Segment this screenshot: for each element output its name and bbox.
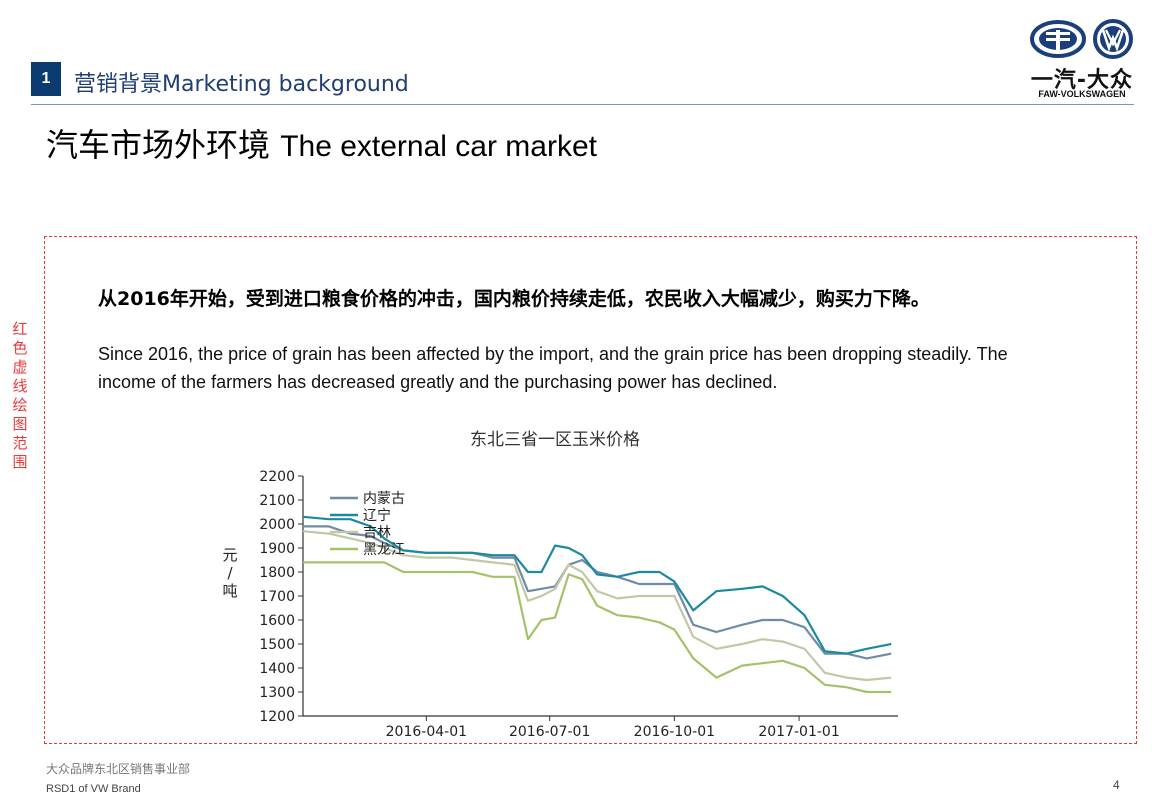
side-note: 红色虚线绘图范围 bbox=[12, 320, 28, 471]
y-axis-label-char: 吨 bbox=[222, 582, 237, 600]
chart-title: 东北三省一区玉米价格 bbox=[470, 430, 640, 450]
logo-text-chinese: 一汽-大众 bbox=[1030, 68, 1134, 93]
y-tick-label: 2200 bbox=[259, 469, 295, 485]
series-line-黑龙江 bbox=[303, 561, 892, 694]
legend-label: 吉林 bbox=[363, 525, 391, 541]
x-tick-label: 2016-04-01 bbox=[386, 724, 467, 740]
logo-text-english: FAW-VOLKSWAGEN bbox=[1038, 89, 1126, 99]
faw-vw-logo bbox=[1030, 19, 1133, 59]
footer-department-english: RSD1 of VW Brand bbox=[46, 783, 141, 795]
legend-label: 辽宁 bbox=[363, 507, 391, 524]
body-text-chinese: 从2016年开始，受到进口粮食价格的冲击，国内粮价持续走低，农民收入大幅减少，购… bbox=[98, 288, 930, 310]
y-tick-label: 2000 bbox=[259, 517, 295, 533]
y-tick-label: 1500 bbox=[259, 637, 295, 653]
series-line-吉林 bbox=[302, 530, 892, 682]
legend-label: 内蒙古 bbox=[363, 491, 405, 507]
chart-area-frame bbox=[44, 236, 1137, 744]
y-tick-label: 1200 bbox=[259, 709, 295, 725]
legend-label: 黑龙江 bbox=[363, 542, 405, 558]
body-text-english: Since 2016, the price of grain has been … bbox=[98, 344, 1008, 392]
chart-series-lines bbox=[302, 515, 892, 694]
x-tick-label: 2017-01-01 bbox=[758, 724, 839, 740]
page-title-chinese: 汽车市场外环境 bbox=[46, 126, 271, 164]
x-tick-label: 2016-10-01 bbox=[634, 724, 715, 740]
x-axis-ticks: 2016-04-01 2016-07-01 2016-10-01 2017-01-01 bbox=[386, 716, 840, 740]
y-tick-label: 1800 bbox=[259, 565, 295, 581]
y-tick-label: 1900 bbox=[259, 541, 295, 557]
x-tick-label: 2016-07-01 bbox=[509, 724, 590, 740]
series-line-辽宁 bbox=[302, 515, 892, 655]
header-divider bbox=[31, 104, 1134, 105]
y-tick-label: 1600 bbox=[259, 613, 295, 629]
faw-logo-icon bbox=[1030, 20, 1086, 58]
page-title: 汽车市场外环境 The external car market bbox=[46, 120, 597, 166]
y-axis-ticks: 2200 2100 2000 1900 1800 1700 1600 1500 1400 1300… bbox=[259, 469, 303, 725]
vw-logo-icon bbox=[1093, 19, 1133, 59]
y-axis-label-char: / bbox=[227, 564, 233, 582]
y-tick-label: 2100 bbox=[259, 493, 295, 509]
corn-price-chart: 东北三省一区玉米价格 元/吨 2200 2100 2000 1900 1800 1700 1… bbox=[222, 430, 898, 740]
y-tick-label: 1700 bbox=[259, 589, 295, 605]
section-number: 1 bbox=[31, 62, 61, 96]
section-title: 营销背景Marketing background bbox=[74, 72, 409, 97]
footer-department-chinese: 大众品牌东北区销售事业部 bbox=[46, 762, 191, 776]
y-tick-label: 1300 bbox=[259, 685, 295, 701]
page-number: 4 bbox=[1113, 778, 1120, 792]
y-tick-label: 1400 bbox=[259, 661, 295, 677]
y-axis-label-char: 元 bbox=[222, 546, 237, 564]
chart-axes bbox=[302, 476, 898, 717]
y-axis-label: 元/吨 bbox=[222, 546, 237, 600]
page-title-english: The external car market bbox=[280, 130, 597, 163]
